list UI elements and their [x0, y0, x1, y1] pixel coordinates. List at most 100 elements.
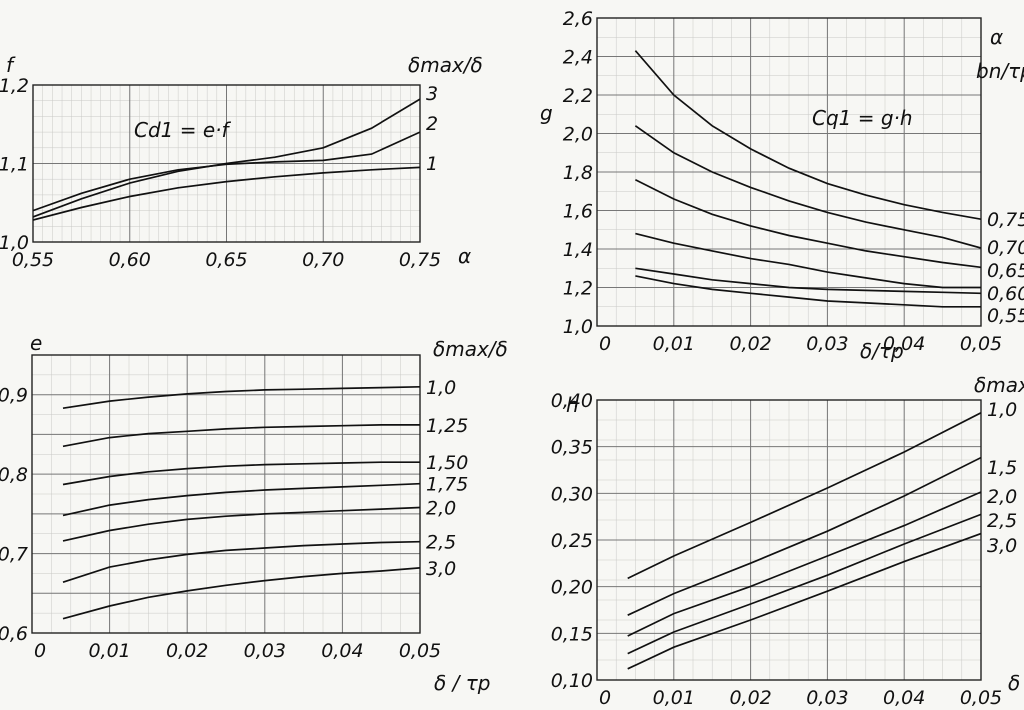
- x-tick-label: 0,04: [883, 687, 925, 709]
- y-tick-label: 0,8: [0, 464, 28, 486]
- series-line: [33, 166, 420, 221]
- curves-h: [627, 412, 981, 670]
- panel-h: 0 0,01 0,02 0,03 0,04 0,05 0,10 0,15 0,20 0,25 0,3…: [551, 373, 1024, 709]
- y-tick-label: 1,0: [563, 316, 593, 338]
- series-label: 1,0: [426, 377, 456, 399]
- series-label: 0,65: [987, 260, 1024, 282]
- series-label: 3: [426, 83, 438, 105]
- y-tick-label: 1,6: [563, 201, 593, 223]
- y-tick-label: 0,15: [551, 623, 593, 645]
- series-label: 3,0: [426, 558, 456, 580]
- series-label: 1,75: [426, 474, 468, 496]
- x-tick-label: 0,01: [653, 687, 695, 709]
- y-tick-label: 0,6: [0, 623, 28, 645]
- y-tick-label: 0,20: [551, 577, 593, 599]
- curves-g: [634, 50, 981, 308]
- y-tick-label: 0,25: [551, 530, 593, 552]
- series-line: [62, 385, 420, 410]
- legend-title: δmax/δ: [974, 373, 1024, 397]
- series-label: 0,60: [987, 283, 1024, 305]
- plot-frame: [596, 399, 982, 681]
- panel-f: 0,55 0,60 0,65 0,70 0,75 1,0 1,1 1,2 3 2 1 f α δmax/δ…: [0, 53, 483, 271]
- series-line: [635, 267, 981, 295]
- x-tick-label: 0,03: [806, 333, 848, 355]
- plot-frame: [32, 84, 421, 243]
- y-axis-label: f: [6, 53, 16, 77]
- series-label: 2,0: [987, 486, 1017, 508]
- series-label: 1,0: [987, 399, 1017, 421]
- series-label: 1: [426, 153, 438, 175]
- y-axis-label: e: [30, 331, 42, 355]
- series-line: [627, 456, 981, 616]
- series-line: [627, 412, 981, 580]
- plot-frame: [596, 17, 982, 327]
- x-axis-label: δ/τp: [860, 339, 904, 363]
- x-tick-label: 0,02: [729, 687, 771, 709]
- y-tick-label: 1,8: [563, 162, 593, 184]
- y-axis-label: g: [540, 101, 553, 125]
- series-line: [634, 125, 981, 249]
- x-tick-label: 0,65: [205, 249, 247, 271]
- series-line: [62, 540, 420, 584]
- legend-title-2: bn/τp: [976, 59, 1024, 83]
- y-tick-label: 1,0: [0, 232, 29, 254]
- x-tick-label: 0: [599, 333, 611, 355]
- y-tick-label: 1,4: [563, 239, 593, 261]
- x-tick-label: 0,70: [302, 249, 344, 271]
- series-line: [62, 506, 420, 542]
- x-tick-label: 0,04: [321, 640, 363, 662]
- series-label: 0,55: [987, 305, 1024, 327]
- series-label: 2,5: [426, 532, 456, 554]
- series-label: 2,5: [987, 510, 1017, 532]
- x-tick-label: 0,03: [244, 640, 286, 662]
- series-label: 1,50: [426, 452, 468, 474]
- x-tick-label: 0,75: [399, 249, 441, 271]
- series-label: 3,0: [987, 535, 1017, 557]
- series-line: [627, 513, 981, 655]
- y-tick-label: 0,9: [0, 385, 28, 407]
- x-tick-label: 0,01: [88, 640, 130, 662]
- series-label: 2: [426, 113, 438, 135]
- x-axis-label: α: [458, 244, 471, 268]
- curves-e: [62, 385, 420, 620]
- series-line: [62, 567, 420, 620]
- y-tick-label: 0,30: [551, 483, 593, 505]
- x-tick-label: 0: [599, 687, 611, 709]
- series-line: [635, 232, 981, 289]
- y-tick-label: 2,4: [563, 47, 593, 69]
- plot-frame: [31, 354, 421, 634]
- x-axis-label: δ: [1008, 671, 1020, 695]
- x-tick-label: 0,05: [399, 640, 441, 662]
- series-line: [62, 482, 420, 517]
- x-tick-label: 0,01: [653, 333, 695, 355]
- series-label: 0,70: [987, 237, 1024, 259]
- y-tick-label: 0,7: [0, 544, 28, 566]
- panel-g: 0 0,01 0,02 0,03 0,04 0,05 1,0 1,2 1,4 1,6 1,8 2,0 2…: [540, 8, 1024, 363]
- x-tick-label: 0,05: [960, 333, 1002, 355]
- x-tick-label: 0,02: [166, 640, 208, 662]
- x-tick-label: 0,05: [960, 687, 1002, 709]
- y-axis-label: h: [566, 393, 579, 417]
- y-tick-label: 1,2: [0, 75, 29, 97]
- series-line: [627, 532, 981, 670]
- legend-title: δmax/δ: [408, 53, 483, 77]
- panel-e: 0 0,01 0,02 0,03 0,04 0,05 0,6 0,7 0,8 0,9 1,0 1,25…: [0, 331, 508, 695]
- y-tick-label: 2,2: [563, 85, 593, 107]
- series-line: [62, 424, 420, 448]
- y-tick-label: 0,10: [551, 670, 593, 692]
- y-tick-label: 1,1: [0, 154, 29, 176]
- series-label: 1,25: [426, 415, 468, 437]
- series-line: [33, 131, 420, 212]
- x-tick-label: 0: [34, 640, 46, 662]
- series-line: [634, 50, 981, 221]
- series-line: [635, 275, 981, 308]
- curves-f: [33, 98, 420, 221]
- series-line: [635, 178, 981, 269]
- series-label: 1,5: [987, 457, 1017, 479]
- series-line: [62, 461, 420, 486]
- x-tick-label: 0,02: [729, 333, 771, 355]
- legend-title: α: [990, 25, 1003, 49]
- y-tick-label: 1,2: [563, 278, 593, 300]
